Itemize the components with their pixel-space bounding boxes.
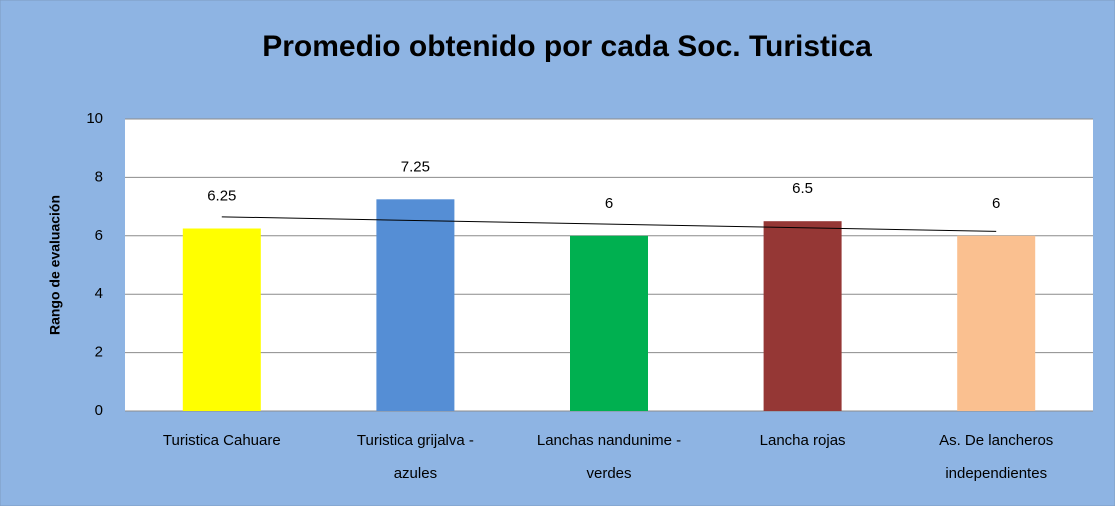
data-label: 6 <box>992 195 1000 212</box>
trendline <box>221 216 997 232</box>
x-tick-label: As. De lancheros independientes <box>939 432 1053 482</box>
y-tick-label: 2 <box>95 344 103 361</box>
x-tick-label: Lanchas nandunime -verdes <box>537 432 681 482</box>
y-axis-label: Rango de evaluación <box>47 195 63 335</box>
data-label: 6.5 <box>792 180 813 197</box>
bar <box>182 228 261 411</box>
bar <box>376 199 455 411</box>
x-tick-label: Turistica Cahuare <box>163 432 281 449</box>
y-tick-label: 4 <box>95 285 103 302</box>
y-tick-label: 8 <box>95 168 103 185</box>
x-tick-label: Turistica grijalva -azules <box>357 432 474 482</box>
bar <box>957 235 1036 411</box>
y-tick-label: 10 <box>86 110 103 127</box>
y-tick-label: 6 <box>95 227 103 244</box>
data-label: 7.25 <box>401 158 430 175</box>
bar <box>763 221 842 411</box>
y-tick-label: 0 <box>95 402 103 419</box>
bar <box>570 235 648 411</box>
data-label: 6.25 <box>207 187 236 204</box>
x-tick-label: Lancha rojas <box>760 432 846 449</box>
chart-title: Promedio obtenido por cada Soc. Turistic… <box>262 30 872 63</box>
data-label: 6 <box>605 195 613 212</box>
